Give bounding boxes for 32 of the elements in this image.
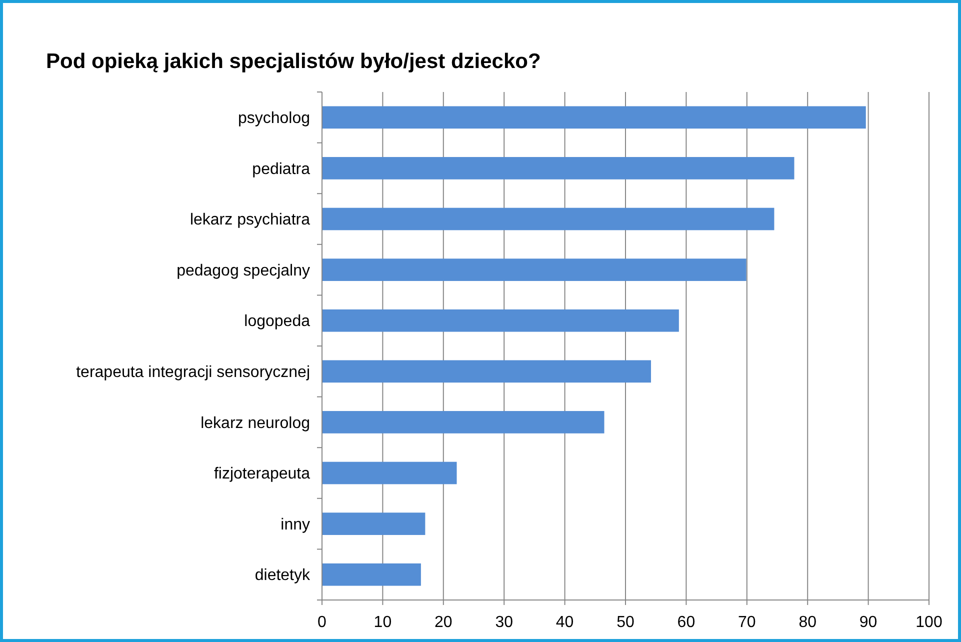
y-tick-label: lekarz psychiatra (190, 212, 310, 229)
bar (322, 309, 679, 332)
bar (322, 258, 746, 281)
chart-title: Pod opieką jakich specjalistów było/jest dziecko? (46, 50, 541, 73)
bar (322, 360, 651, 383)
y-tick-label: logopeda (244, 313, 310, 330)
x-tick-label: 10 (374, 614, 392, 631)
y-tick-label: fizjoterapeuta (214, 466, 310, 483)
x-tick-label: 40 (556, 614, 574, 631)
bar (322, 157, 794, 180)
bar (322, 208, 774, 230)
y-tick-label: pedagog specjalny (176, 262, 310, 280)
x-tick-label: 20 (434, 614, 452, 631)
bar (322, 563, 421, 586)
y-tick-label: lekarz neurolog (200, 414, 310, 432)
y-tick-label: dietetyk (254, 567, 311, 584)
bar (322, 106, 866, 129)
x-tick-label: 30 (495, 614, 514, 631)
y-tick-label: inny (280, 516, 310, 534)
x-tick-label: 80 (798, 614, 817, 631)
x-tick-label: 60 (677, 614, 696, 631)
x-tick-label: 100 (916, 614, 942, 631)
bar (322, 411, 604, 434)
bar (322, 462, 457, 484)
y-tick-label: psycholog (238, 110, 310, 127)
x-tick-label: 0 (318, 614, 327, 631)
x-tick-label: 50 (616, 614, 634, 631)
x-tick-label: 90 (859, 614, 878, 631)
x-tick-label: 70 (738, 614, 756, 631)
bar (322, 512, 426, 535)
y-tick-label: terapeuta integracji sensorycznej (76, 364, 310, 381)
y-tick-label: pediatra (252, 160, 310, 178)
